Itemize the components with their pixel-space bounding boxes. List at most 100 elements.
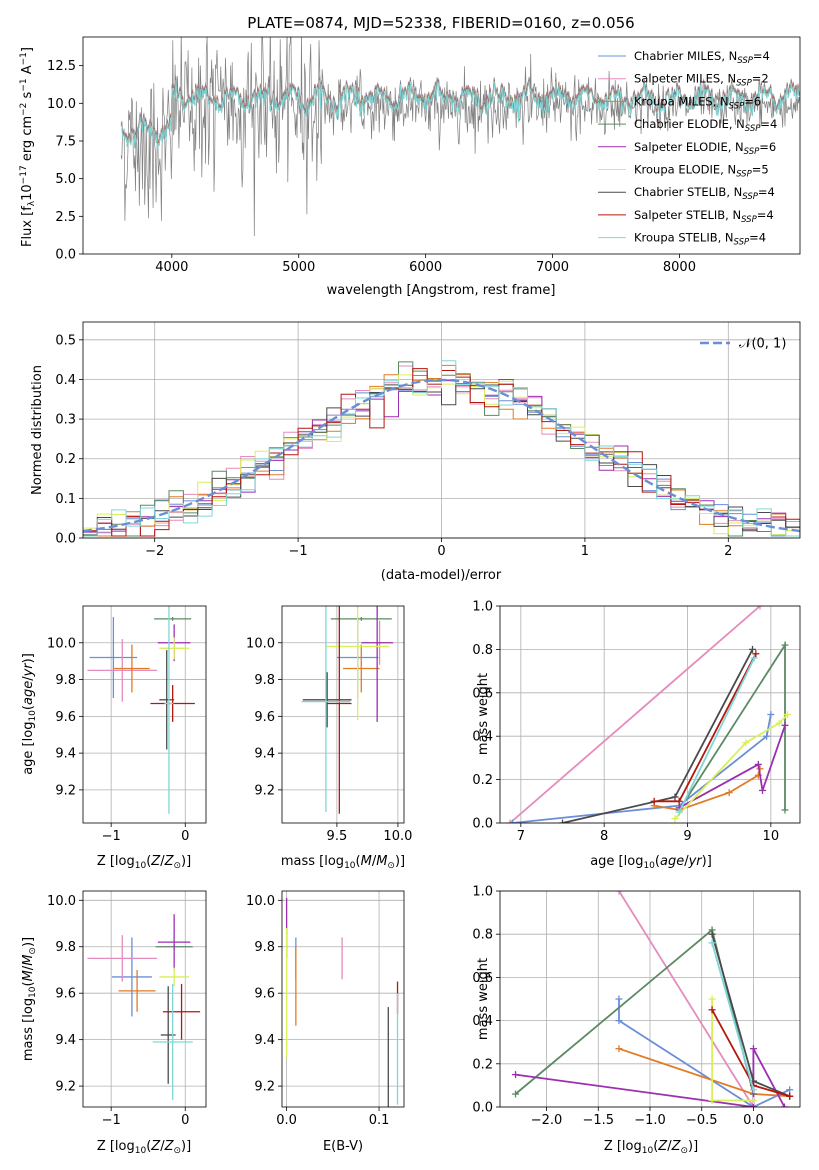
mass-extinction-plot-area: 0.0 0.1 9.2 9.4 9.6 9.8 10.0 <box>246 890 405 1128</box>
x-tick-label: 5000 <box>282 260 315 275</box>
errorbar-point <box>87 935 158 982</box>
legend-label: Salpeter MILES, NSSP=2 <box>634 72 769 89</box>
x-tick-label: 0.0 <box>743 1113 764 1128</box>
errorbar-point <box>343 644 380 693</box>
legend-label: Kroupa STELIB, NSSP=4 <box>634 231 766 248</box>
y-tick-label: 10.0 <box>246 636 275 651</box>
y-tick-label: 10.0 <box>47 636 76 651</box>
x-tick-label: 10.0 <box>383 829 412 844</box>
y-tick-label: 9.6 <box>254 987 275 1002</box>
weight-metallicity-xlabel: Z [log10(Z/Z⊙)] <box>604 1139 698 1156</box>
y-tick-label: 9.6 <box>55 987 76 1002</box>
x-tick-label: −1 <box>102 1113 121 1128</box>
y-tick-label: 0.6 <box>472 971 493 986</box>
weight-marker <box>756 606 764 610</box>
age-metallicity-panel: −1 0 9.2 9.4 9.6 9.8 10.0 Z [log10(Z/Z⊙)] age … <box>21 605 207 871</box>
data-layer <box>285 897 399 1107</box>
x-tick-label: 8000 <box>663 260 696 275</box>
y-tick-label: 0.0 <box>55 532 76 547</box>
weight-marker <box>512 1090 520 1098</box>
weight-age-ylabel: mass weight <box>476 673 491 755</box>
age-metallicity-ylabel: age [log10(age/yr)] <box>21 653 38 775</box>
weight-marker <box>786 1092 794 1100</box>
x-tick-label: 0 <box>437 544 445 559</box>
errorbar-point <box>89 617 138 698</box>
y-tick-label: 0.1 <box>55 492 76 507</box>
y-tick-label: 12.5 <box>47 59 76 74</box>
spectrum-data-line <box>120 37 800 237</box>
weight-marker <box>615 1017 623 1025</box>
weight-marker <box>615 995 623 1003</box>
mass-extinction-panel: 0.0 0.1 9.2 9.4 9.6 9.8 10.0 E(B-V) <box>246 890 405 1154</box>
errorbar-point <box>163 983 201 1040</box>
weight-marker <box>708 1006 716 1014</box>
x-tick-label: −1.5 <box>582 1113 614 1128</box>
axes-frame <box>82 890 207 1108</box>
errorbar-point <box>118 969 156 1012</box>
weight-marker <box>512 1071 520 1079</box>
x-tick-label: 4000 <box>155 260 188 275</box>
data-layer <box>506 606 791 823</box>
axes-frame <box>82 605 207 824</box>
data-layer <box>87 914 201 1101</box>
weight-metallicity-plot-area: −2.0 −1.5 −1.0 −0.5 0.0 0.0 0.2 0.4 0.6 0.8 1.0 <box>472 885 801 1128</box>
y-tick-label: 0.4 <box>472 1014 493 1029</box>
y-tick-label: 9.4 <box>254 1033 275 1048</box>
y-tick-label: 0.2 <box>472 1057 493 1072</box>
y-tick-label: 1.0 <box>472 885 493 900</box>
axes: 9.5 10.0 9.2 9.4 9.6 9.8 10.0 <box>246 605 412 844</box>
legend-label: Kroupa ELODIE, NSSP=5 <box>634 163 769 180</box>
weight-marker <box>671 815 679 823</box>
data-layer <box>83 360 800 538</box>
spectrum-plot-area: 4000 5000 6000 7000 8000 0.0 2.5 5.0 7.5 10.0 12.5… <box>47 36 801 275</box>
y-tick-label: 9.2 <box>254 1080 275 1095</box>
y-tick-label: 2.5 <box>55 210 76 225</box>
age-metallicity-xlabel: Z [log10(Z/Z⊙)] <box>97 854 191 871</box>
y-tick-label: 9.8 <box>254 673 275 688</box>
data-layer <box>301 606 394 814</box>
weight-series-line <box>678 725 786 809</box>
errorbar-point <box>327 606 352 814</box>
axes: −2 −1 0 1 2 0.0 0.1 0.2 0.3 0.4 0.5 <box>55 321 801 559</box>
weight-marker <box>780 1103 788 1107</box>
mass-metallicity-panel: −1 0 9.2 9.4 9.6 9.8 10.0 Z [log10(Z/Z⊙)] mass… <box>21 890 207 1156</box>
mass-metallicity-ylabel: mass [log10(M/M⊙)] <box>21 937 38 1061</box>
y-tick-label: 9.6 <box>55 710 76 725</box>
errorbar-point <box>330 617 392 621</box>
weight-age-plot-area: 7 8 9 10 0.0 0.2 0.4 0.6 0.8 1.0 <box>472 600 801 844</box>
weight-marker <box>749 1086 757 1094</box>
weight-marker <box>506 819 514 823</box>
y-tick-label: 9.4 <box>254 747 275 762</box>
x-tick-label: −2 <box>145 544 164 559</box>
y-tick-label: 0.4 <box>55 373 76 388</box>
legend-label: Kroupa MILES, NSSP=6 <box>634 94 761 111</box>
x-tick-label: 1 <box>581 544 589 559</box>
y-tick-label: 0.8 <box>472 928 493 943</box>
weight-marker <box>708 930 716 938</box>
errorbar-point <box>159 637 189 660</box>
x-tick-label: 8 <box>600 829 608 844</box>
weight-marker <box>675 797 683 805</box>
x-tick-label: 9 <box>683 829 691 844</box>
errorbar-point <box>302 672 352 728</box>
errorbar-point <box>159 967 189 987</box>
x-tick-label: 0.0 <box>276 1113 297 1128</box>
weight-marker <box>708 939 716 947</box>
errorbar-point <box>301 606 351 812</box>
legend-label: Salpeter STELIB, NSSP=4 <box>634 208 774 225</box>
weight-series-line <box>509 606 761 823</box>
y-tick-label: 5.0 <box>55 172 76 187</box>
x-tick-label: −0.5 <box>686 1113 718 1128</box>
mass-extinction-xlabel: E(B-V) <box>323 1139 363 1154</box>
weight-marker <box>749 645 756 653</box>
weight-series-line <box>678 657 756 813</box>
legend-label: 𝒩(0, 1) <box>739 337 786 352</box>
x-tick-label: 2 <box>724 544 732 559</box>
residuals-plot-area: −2 −1 0 1 2 0.0 0.1 0.2 0.3 0.4 0.5 𝒩(0, 1) <box>55 321 801 559</box>
y-tick-label: 10.0 <box>47 894 76 909</box>
spectrum-ylabel: Flux [fλ10−17 erg cm−2 s−1 A−1] <box>19 47 37 247</box>
age-metallicity-plot-area: −1 0 9.2 9.4 9.6 9.8 10.0 <box>47 605 207 844</box>
histogram-step <box>83 360 800 538</box>
errorbar-point <box>152 983 193 1101</box>
x-tick-label: 0 <box>181 829 189 844</box>
